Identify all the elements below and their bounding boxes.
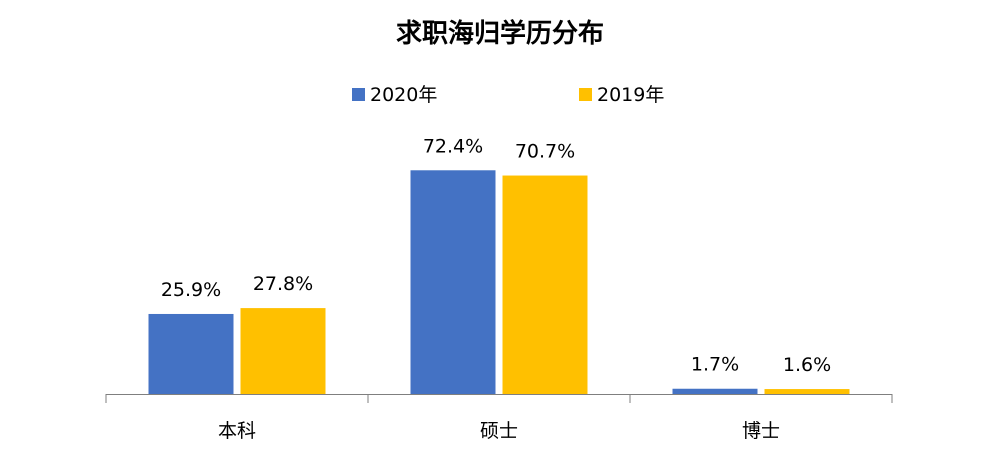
- chart-title: 求职海归学历分布: [396, 18, 604, 49]
- x-tick-label-0: 本科: [218, 420, 256, 442]
- bar-s2-1: [502, 175, 588, 394]
- bar-s1-1: [410, 170, 496, 394]
- data-label-s1-2: 1.7%: [691, 354, 739, 376]
- bar-s1-0: [148, 313, 234, 394]
- bar-s2-0: [240, 308, 326, 394]
- data-label-s2-1: 70.7%: [515, 141, 575, 163]
- legend-label-0: 2020年: [370, 84, 437, 106]
- data-label-s1-1: 72.4%: [423, 135, 483, 157]
- bar-s1-2: [672, 388, 758, 394]
- bars-layer: [148, 170, 850, 394]
- legend-swatch-1: [579, 88, 592, 101]
- data-label-s2-2: 1.6%: [783, 354, 831, 376]
- data-labels-layer: 25.9% 27.8% 72.4% 70.7% 1.7% 1.6%: [161, 135, 831, 376]
- data-label-s2-0: 27.8%: [253, 273, 313, 295]
- x-tick-label-1: 硕士: [480, 420, 518, 442]
- legend-label-1: 2019年: [597, 84, 664, 106]
- bar-s2-2: [764, 389, 850, 394]
- data-label-s1-0: 25.9%: [161, 279, 221, 301]
- legend-swatch-0: [352, 88, 365, 101]
- x-axis: 本科 硕士 博士: [105, 394, 893, 442]
- legend: 2020年 2019年: [352, 84, 664, 106]
- x-tick-label-2: 博士: [742, 420, 780, 442]
